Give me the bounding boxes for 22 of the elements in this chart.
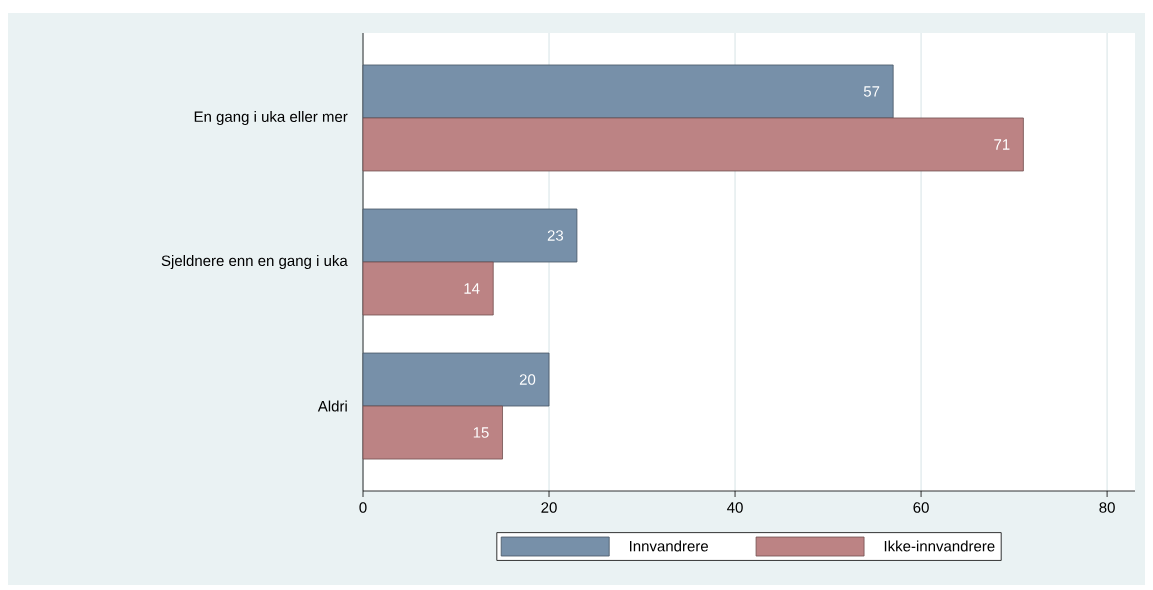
data-label: 15 xyxy=(473,427,489,438)
x-tick-label: 60 xyxy=(913,502,929,513)
x-tick-label: 80 xyxy=(1099,502,1115,513)
bar xyxy=(362,352,550,407)
x-tick-label: 40 xyxy=(727,502,743,513)
bar xyxy=(362,261,494,316)
y-tick-label: En gang i uka eller mer xyxy=(194,110,348,125)
bar xyxy=(362,117,1024,172)
data-label: 23 xyxy=(547,230,564,241)
bar xyxy=(362,405,503,460)
text: Ikke-innvandrere xyxy=(884,540,995,552)
data-label: 14 xyxy=(464,283,480,294)
y-tick-label: Sjeldnere enn en gang i uka xyxy=(161,255,348,269)
x-tick-label: 0 xyxy=(359,502,367,513)
text: Innvandrere xyxy=(629,540,708,552)
x-tick-label: 20 xyxy=(541,502,557,513)
bar xyxy=(362,64,894,119)
bar xyxy=(362,208,578,263)
data-label: 71 xyxy=(994,139,1010,150)
data-label: 57 xyxy=(863,86,880,97)
y-tick-label: Aldri xyxy=(317,400,347,412)
data-label: 20 xyxy=(519,374,536,385)
